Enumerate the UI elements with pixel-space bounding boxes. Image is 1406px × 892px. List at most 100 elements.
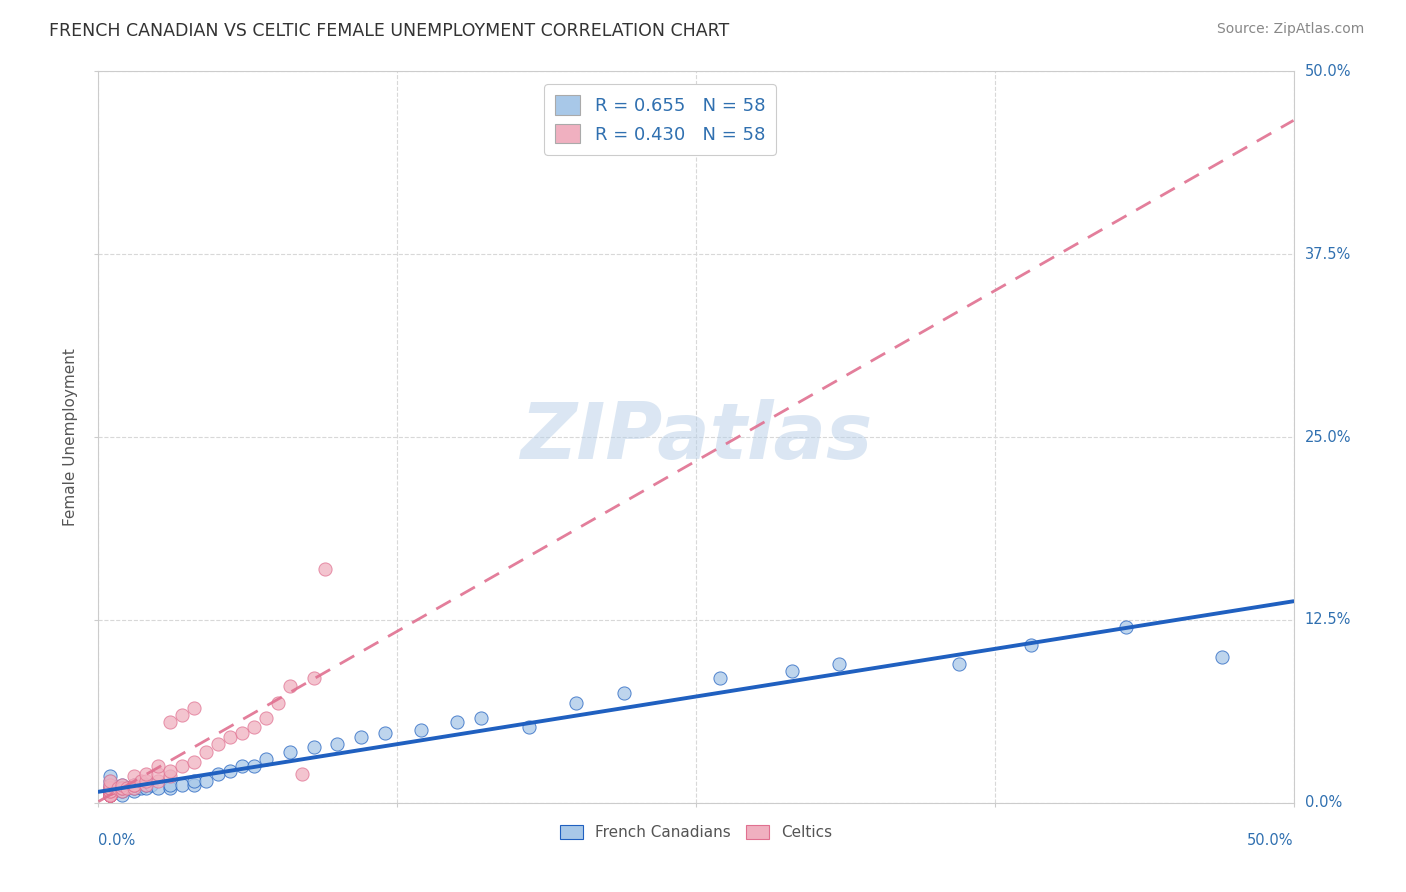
Point xyxy=(207,737,229,751)
Point xyxy=(135,778,157,792)
Point xyxy=(98,789,122,803)
Text: 0.0%: 0.0% xyxy=(98,833,135,848)
Point xyxy=(98,789,122,803)
Point xyxy=(517,720,540,734)
Point xyxy=(98,781,122,796)
Point xyxy=(1211,649,1233,664)
Point xyxy=(159,778,181,792)
Point xyxy=(159,715,181,730)
Point xyxy=(98,789,122,803)
Point xyxy=(98,789,122,803)
Point xyxy=(291,766,314,780)
Point xyxy=(98,789,122,803)
Point xyxy=(231,759,253,773)
Point xyxy=(278,679,301,693)
Point xyxy=(98,789,122,803)
Point xyxy=(148,773,170,788)
Point xyxy=(172,778,194,792)
Point xyxy=(159,764,181,778)
Point xyxy=(315,562,337,576)
Point xyxy=(98,784,122,798)
Point xyxy=(254,752,277,766)
Point xyxy=(139,778,162,792)
Point xyxy=(148,766,170,780)
Point xyxy=(98,769,122,783)
Text: 12.5%: 12.5% xyxy=(1305,613,1351,627)
Point xyxy=(148,781,170,796)
Point xyxy=(98,789,122,803)
Text: Source: ZipAtlas.com: Source: ZipAtlas.com xyxy=(1216,22,1364,37)
Point xyxy=(111,778,134,792)
Point xyxy=(98,789,122,803)
Point xyxy=(98,784,122,798)
Point xyxy=(98,773,122,788)
Point xyxy=(124,784,146,798)
Point xyxy=(107,781,129,796)
Point xyxy=(350,730,373,744)
Point xyxy=(98,789,122,803)
Point xyxy=(98,789,122,803)
Point xyxy=(613,686,636,700)
Point xyxy=(98,789,122,803)
Point xyxy=(98,778,122,792)
Point xyxy=(1115,620,1137,634)
Point xyxy=(124,769,146,783)
Point xyxy=(470,711,492,725)
Text: 25.0%: 25.0% xyxy=(1305,430,1351,444)
Point xyxy=(98,789,122,803)
Point xyxy=(278,745,301,759)
Point xyxy=(411,723,433,737)
Point xyxy=(159,781,181,796)
Legend: R = 0.655   N = 58, R = 0.430   N = 58: R = 0.655 N = 58, R = 0.430 N = 58 xyxy=(544,84,776,154)
Text: 50.0%: 50.0% xyxy=(1305,64,1351,78)
Point xyxy=(124,778,146,792)
Point xyxy=(98,789,122,803)
Point xyxy=(124,778,146,792)
Point xyxy=(243,720,266,734)
Text: 50.0%: 50.0% xyxy=(1247,833,1294,848)
Point xyxy=(948,657,970,671)
Point xyxy=(183,700,205,714)
Point xyxy=(98,789,122,803)
Point xyxy=(98,784,122,798)
Point xyxy=(780,664,803,678)
Point xyxy=(131,773,153,788)
Point xyxy=(111,781,134,796)
Point xyxy=(98,789,122,803)
Point xyxy=(98,789,122,803)
Point xyxy=(98,789,122,803)
Point xyxy=(446,715,468,730)
Point xyxy=(98,778,122,792)
Point xyxy=(135,773,157,788)
Text: 37.5%: 37.5% xyxy=(1305,247,1351,261)
Point xyxy=(98,789,122,803)
Point xyxy=(183,755,205,769)
Point xyxy=(172,759,194,773)
Point xyxy=(111,781,134,796)
Point xyxy=(124,778,146,792)
Text: 0.0%: 0.0% xyxy=(1305,796,1341,810)
Point xyxy=(148,759,170,773)
Point xyxy=(709,672,731,686)
Point xyxy=(183,778,205,792)
Point xyxy=(219,764,242,778)
Text: ZIPatlas: ZIPatlas xyxy=(520,399,872,475)
Point xyxy=(98,789,122,803)
Point xyxy=(254,711,277,725)
Point xyxy=(98,773,122,788)
Point xyxy=(98,789,122,803)
Point xyxy=(98,781,122,796)
Point xyxy=(207,766,229,780)
Point xyxy=(172,708,194,723)
Point xyxy=(374,725,396,739)
Point xyxy=(98,781,122,796)
Point xyxy=(565,696,588,710)
Point xyxy=(115,781,138,796)
Text: FRENCH CANADIAN VS CELTIC FEMALE UNEMPLOYMENT CORRELATION CHART: FRENCH CANADIAN VS CELTIC FEMALE UNEMPLO… xyxy=(49,22,730,40)
Point xyxy=(231,725,253,739)
Point xyxy=(302,740,325,755)
Point xyxy=(124,781,146,796)
Y-axis label: Female Unemployment: Female Unemployment xyxy=(63,348,79,526)
Point xyxy=(98,789,122,803)
Point xyxy=(111,778,134,792)
